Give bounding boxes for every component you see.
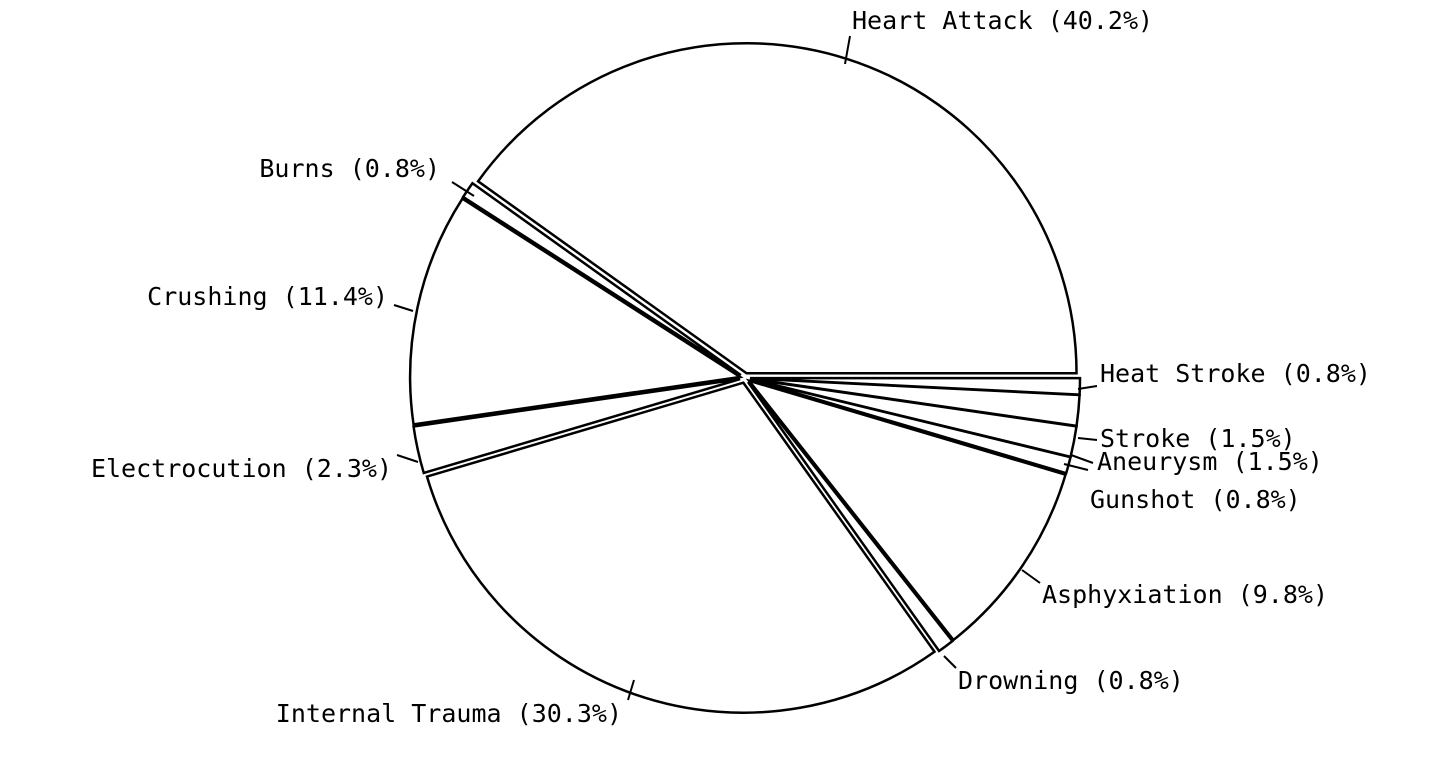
slice-name: Stroke — [1100, 424, 1190, 453]
slice-label: Burns (0.8%) — [259, 154, 440, 183]
slice-label: Internal Trauma (30.3%) — [276, 699, 622, 728]
slice-name: Drowning — [958, 666, 1078, 695]
leader-line — [451, 181, 475, 197]
slice-name: Asphyxiation — [1042, 580, 1223, 609]
leader-line — [1070, 454, 1094, 464]
leader-line — [943, 655, 957, 669]
leader-line — [1063, 463, 1089, 471]
slice-value-label: (40.2%) — [1048, 6, 1153, 35]
slice-value-label: (0.8%) — [1281, 359, 1371, 388]
slice-name: Heart Attack — [852, 6, 1033, 35]
slice-name: Electrocution — [91, 454, 287, 483]
pie-slice — [749, 376, 1082, 396]
leader-line — [396, 454, 419, 463]
leader-line — [844, 35, 851, 65]
slice-name: Burns — [259, 154, 334, 183]
slice-label: Stroke (1.5%) — [1100, 424, 1296, 453]
slice-value-label: (9.8%) — [1238, 580, 1328, 609]
pie-slice — [408, 196, 744, 426]
leader-line — [1077, 437, 1098, 441]
slice-name: Crushing — [147, 282, 267, 311]
slice-label: Electrocution (2.3%) — [91, 454, 392, 483]
slice-label: Gunshot (0.8%) — [1090, 485, 1301, 514]
slice-name: Gunshot — [1090, 485, 1195, 514]
slice-value-label: (1.5%) — [1205, 424, 1295, 453]
pie-slice — [476, 42, 1078, 375]
slice-label: Crushing (11.4%) — [147, 282, 388, 311]
slice-name: Internal Trauma — [276, 699, 502, 728]
slice-label: Heart Attack (40.2%) — [852, 6, 1153, 35]
leader-line — [1077, 385, 1098, 390]
slice-value-label: (0.8%) — [350, 154, 440, 183]
pie-slice — [461, 181, 742, 377]
slice-label: Drowning (0.8%) — [958, 666, 1184, 695]
leader-line — [627, 679, 635, 701]
slice-label: Asphyxiation (9.8%) — [1042, 580, 1328, 609]
slice-name: Heat Stroke — [1100, 359, 1266, 388]
pie-slice — [745, 378, 1068, 642]
pie-slice — [425, 381, 937, 714]
pie-slice — [746, 381, 955, 653]
slice-value-label: (0.8%) — [1093, 666, 1183, 695]
pie-slice — [412, 377, 741, 475]
slice-name: Aneurysm — [1097, 447, 1217, 476]
leader-line — [393, 304, 414, 312]
slice-value-label: (0.8%) — [1210, 485, 1300, 514]
leader-line — [1021, 569, 1041, 584]
slice-value-label: (1.5%) — [1232, 447, 1322, 476]
slice-value-label: (30.3%) — [517, 699, 622, 728]
slice-value-label: (11.4%) — [283, 282, 388, 311]
slice-label: Heat Stroke (0.8%) — [1100, 359, 1371, 388]
slice-label: Aneurysm (1.5%) — [1097, 447, 1323, 476]
slice-value-label: (2.3%) — [302, 454, 392, 483]
